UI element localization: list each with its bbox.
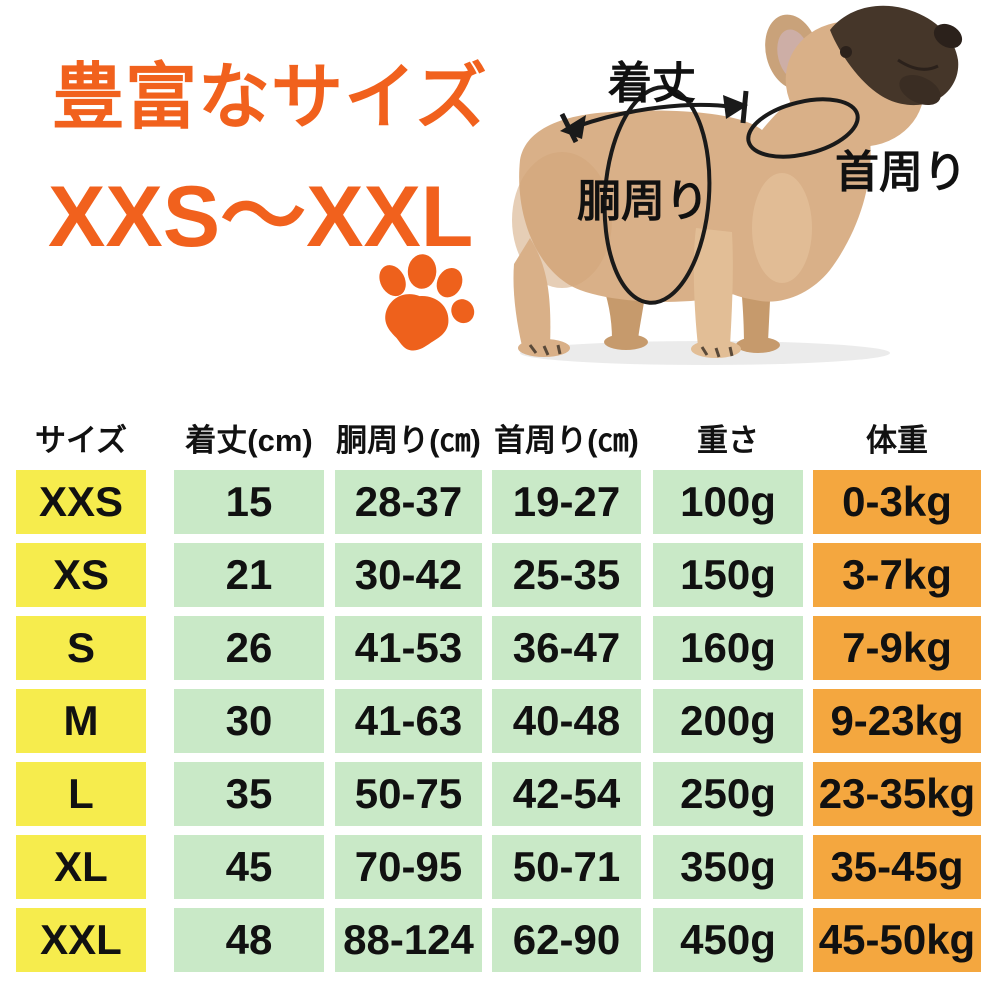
cell-length-cm: 21 (174, 543, 324, 607)
cell-neck-cm: 19-27 (492, 470, 641, 534)
cell-girth-cm: 41-53 (335, 616, 482, 680)
cell-weight: 150g (653, 543, 803, 607)
headline-size-range: XXS〜XXL (48, 169, 474, 265)
column-header-neck-cm: 首周り(㎝) (494, 422, 639, 458)
column-header-girth-cm: 胴周り(㎝) (336, 422, 481, 458)
table-row: L 35 50-75 42-54 250g 23-35kg (16, 762, 981, 826)
paw-icon (379, 254, 475, 351)
table-row: XS 21 30-42 25-35 150g 3-7kg (16, 543, 981, 607)
measurement-ellipse-neck (746, 97, 860, 159)
cell-neck-cm: 50-71 (492, 835, 641, 899)
column-header-size: サイズ (34, 422, 128, 458)
size-table-header-row: サイズ 着丈(cm) 胴周り(㎝) 首周り(㎝) 重さ 体重 (16, 413, 981, 461)
cell-girth-cm: 88-124 (335, 908, 482, 972)
size-table: サイズ 着丈(cm) 胴周り(㎝) 首周り(㎝) 重さ 体重 XXS 15 28-37 19-2… (16, 413, 981, 981)
cell-body-weight: 3-7kg (813, 543, 981, 607)
cell-length-cm: 45 (174, 835, 324, 899)
cell-body-weight: 35-45g (813, 835, 981, 899)
cell-weight: 160g (653, 616, 803, 680)
cell-size: XXL (16, 908, 146, 972)
cell-weight: 350g (653, 835, 803, 899)
cell-girth-cm: 30-42 (335, 543, 482, 607)
table-row: M 30 41-63 40-48 200g 9-23kg (16, 689, 981, 753)
cell-neck-cm: 25-35 (492, 543, 641, 607)
cell-girth-cm: 50-75 (335, 762, 482, 826)
cell-size: XS (16, 543, 146, 607)
cell-size: XL (16, 835, 146, 899)
cell-length-cm: 15 (174, 470, 324, 534)
cell-weight: 200g (653, 689, 803, 753)
cell-size: L (16, 762, 146, 826)
measurement-arrow-length (559, 90, 749, 144)
cell-weight: 450g (653, 908, 803, 972)
dog-measurement-diagram: 着丈 胴周り 首周り (512, 5, 967, 365)
cell-size: M (16, 689, 146, 753)
girth-label: 胴周り (577, 177, 709, 226)
dog-illustration (512, 5, 963, 358)
cell-girth-cm: 41-63 (335, 689, 482, 753)
cell-size: XXS (16, 470, 146, 534)
cell-neck-cm: 40-48 (492, 689, 641, 753)
cell-weight: 100g (653, 470, 803, 534)
neck-label: 首周り (835, 148, 967, 197)
table-row: XXS 15 28-37 19-27 100g 0-3kg (16, 470, 981, 534)
table-row: S 26 41-53 36-47 160g 7-9kg (16, 616, 981, 680)
cell-size: S (16, 616, 146, 680)
length-label: 着丈 (608, 59, 696, 108)
cell-neck-cm: 42-54 (492, 762, 641, 826)
cell-girth-cm: 28-37 (335, 470, 482, 534)
cell-length-cm: 30 (174, 689, 324, 753)
measurement-ellipse-girth (602, 85, 712, 305)
cell-length-cm: 35 (174, 762, 324, 826)
column-header-weight: 重さ (697, 422, 759, 458)
cell-body-weight: 45-50kg (813, 908, 981, 972)
table-row: XL 45 70-95 50-71 350g 35-45g (16, 835, 981, 899)
cell-length-cm: 48 (174, 908, 324, 972)
cell-length-cm: 26 (174, 616, 324, 680)
cell-body-weight: 7-9kg (813, 616, 981, 680)
cell-body-weight: 0-3kg (813, 470, 981, 534)
cell-weight: 250g (653, 762, 803, 826)
cell-body-weight: 23-35kg (813, 762, 981, 826)
cell-neck-cm: 62-90 (492, 908, 641, 972)
size-table-body: XXS 15 28-37 19-27 100g 0-3kg XS 21 30-42 25-35 15… (16, 470, 981, 972)
table-row: XXL 48 88-124 62-90 450g 45-50kg (16, 908, 981, 972)
column-header-body-weight: 体重 (866, 422, 928, 458)
headline-abundant-sizes: 豊富なサイズ (52, 58, 488, 138)
cell-body-weight: 9-23kg (813, 689, 981, 753)
cell-neck-cm: 36-47 (492, 616, 641, 680)
column-header-length-cm: 着丈(cm) (185, 422, 313, 458)
cell-girth-cm: 70-95 (335, 835, 482, 899)
